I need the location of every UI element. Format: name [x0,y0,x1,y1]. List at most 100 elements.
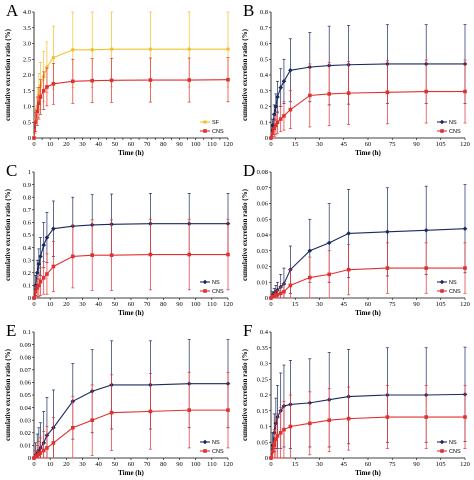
data-point [288,283,293,288]
data-point [463,89,467,94]
y-tick-label-d: 0.01 [257,279,268,286]
series-line [33,409,228,459]
data-point [90,253,94,257]
series-line [270,63,465,139]
data-point [269,456,273,460]
panel-letter-e: E [6,321,16,340]
data-point [38,279,43,284]
legend-d: NS CNS [437,279,461,295]
data-point [32,136,36,140]
y-tick-label-a: 1.5 [23,88,31,95]
x-tick-label-c: 90 [176,301,183,308]
data-point [270,449,275,454]
legend-e: NS CNS [200,439,224,455]
data-point [33,120,38,125]
legend-marker [203,129,207,133]
chart-svg-d: D 0 0.01 0.02 0.03 0.04 0.05 0.06 0.07 0.08 0 15 30 4… [241,161,470,317]
y-tick-label-f: 0.05 [257,439,268,446]
data-point [148,252,153,257]
legend-marker [440,289,444,293]
data-point [187,78,191,82]
data-point [327,272,331,277]
x-tick-label-e: 40 [95,461,102,468]
data-point [272,126,277,131]
x-tick-label-a: 90 [176,141,183,148]
series-cns-b [269,59,467,140]
series-line [33,48,228,139]
x-tick-label-c: 110 [207,301,217,308]
y-tick-label-c: 0.7 [23,207,32,214]
panel-letter-a: A [6,1,19,20]
data-point [45,272,49,276]
data-point [90,48,94,52]
x-tick-label-b: 120 [460,141,470,148]
data-point [424,266,428,270]
x-tick-label-a: 0 [32,141,35,148]
y-tick-label-f: 0 [265,455,268,462]
x-tick-label-b: 15 [292,141,299,148]
x-tick-label-c: 60 [128,301,135,308]
y-tick-label-f: 0.15 [257,408,268,415]
y-tick-label-e: 0.07 [20,367,32,374]
data-point [271,112,277,117]
chart-svg-f: F 0 0.05 0.1 0.15 0.2 0.25 0.3 0.35 0.4 0 15 30 45 60 7… [241,321,470,477]
x-tick-label-a: 80 [160,141,167,148]
legend-marker [439,119,445,125]
x-tick-label-e: 110 [207,461,217,468]
x-tick-label-d: 30 [316,301,323,308]
x-axis-label-a: Time (h) [118,149,144,157]
data-point [278,85,283,90]
x-tick-label-c: 120 [223,301,233,308]
series-ns-c [31,193,231,301]
data-point [385,229,390,235]
data-point [41,88,46,93]
x-tick-label-c: 100 [191,301,201,308]
x-tick-label-e: 60 [128,461,135,468]
x-tick-label-c: 20 [63,301,70,308]
series-cns-c [32,218,230,300]
data-point [187,408,191,412]
x-tick-label-e: 20 [63,461,70,468]
data-point [308,93,312,98]
legend-marker [439,279,445,285]
legend-marker [440,449,444,453]
y-tick-label-e: 0.1 [23,329,31,336]
data-point [41,448,46,453]
legend-label: NS [449,120,457,126]
x-tick-label-e: 120 [223,461,233,468]
x-axis-label-f: Time (h) [355,469,381,477]
legend-marker [439,439,445,445]
legend-label: NS [212,280,220,286]
x-tick-label-d: 90 [413,301,420,308]
chart-panel-a: A 0 0.5 1.0 1.5 2.0 2.5 3.0 3.5 4.0 0 10 20 30 40 50 60 7… [0,0,237,160]
y-tick-label-a: 2.0 [23,72,31,79]
x-tick-label-a: 70 [144,141,151,148]
x-tick-label-d: 45 [341,301,348,308]
series-line [270,90,465,139]
chart-svg-b: B 0 0.1 0.2 0.3 0.4 0.5 0.6 0.7 0.8 0 15 30 45 60 75 90 1… [241,1,470,157]
data-point [187,47,191,51]
legend-f: NS CNS [437,439,461,455]
chart-panel-b: B 0 0.1 0.2 0.3 0.4 0.5 0.6 0.7 0.8 0 15 30 45 60 75 90 1… [237,0,474,160]
panel-letter-f: F [243,321,252,340]
data-point [35,109,40,114]
data-point [275,120,280,125]
y-tick-label-d: 0.07 [257,185,269,192]
y-tick-label-e: 0.05 [20,392,31,399]
data-point [327,92,331,96]
data-point [109,410,114,415]
y-tick-label-c: 0.6 [23,220,32,227]
y-tick-label-e: 0.09 [20,342,31,349]
chart-svg-c: C00.10.20.30.40.50.60.70.80.910 10 20 30 40 5… [4,161,233,317]
data-point [269,136,273,140]
y-tick-label-a: 0 [28,135,31,142]
data-point [187,252,191,257]
y-tick-label-d: 0.03 [257,248,268,255]
data-point [272,443,277,448]
series-cns-a [32,57,230,140]
x-tick-label-c: 50 [112,301,119,308]
data-point [423,227,429,233]
y-tick-label-b: 0.2 [260,104,268,111]
data-point [385,415,390,419]
y-tick-label-f: 0.3 [260,361,268,368]
